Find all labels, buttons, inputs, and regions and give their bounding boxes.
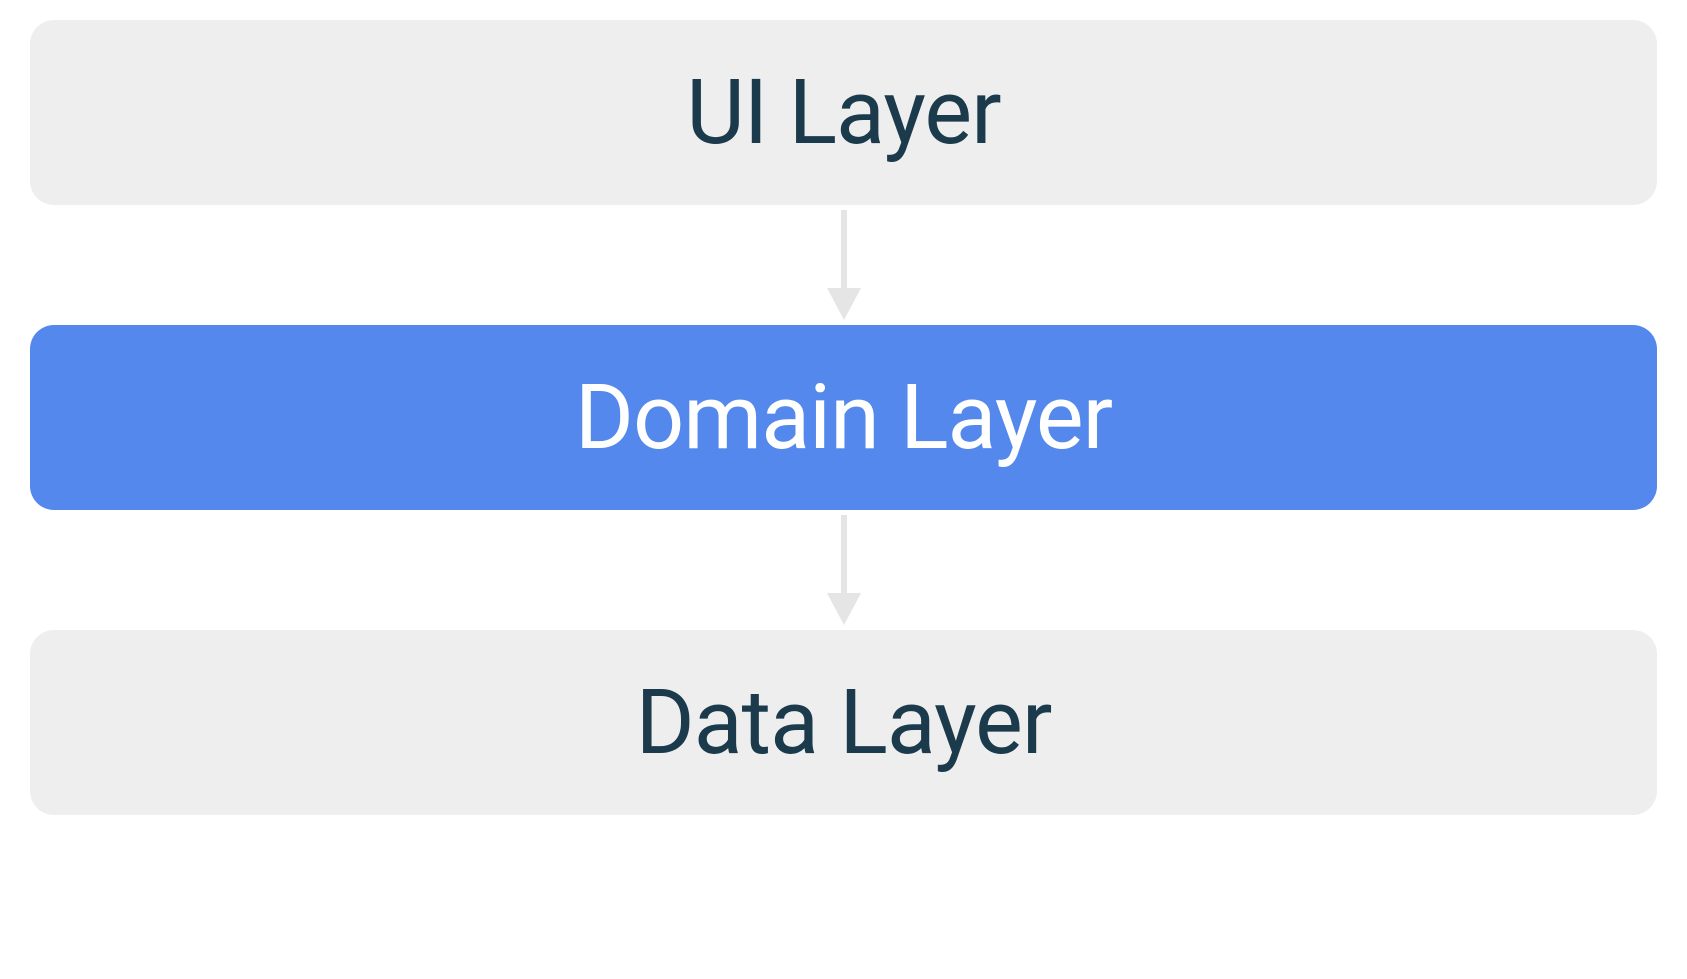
arrow-down-icon bbox=[819, 515, 869, 625]
domain-layer-label: Domain Layer bbox=[575, 365, 1112, 470]
data-layer-label: Data Layer bbox=[636, 670, 1052, 775]
arrow-down-icon bbox=[819, 210, 869, 320]
arrow-ui-to-domain bbox=[819, 205, 869, 325]
ui-layer-node: UI Layer bbox=[30, 20, 1657, 205]
data-layer-node: Data Layer bbox=[30, 630, 1657, 815]
domain-layer-node: Domain Layer bbox=[30, 325, 1657, 510]
arrow-domain-to-data bbox=[819, 510, 869, 630]
ui-layer-label: UI Layer bbox=[686, 60, 1000, 165]
